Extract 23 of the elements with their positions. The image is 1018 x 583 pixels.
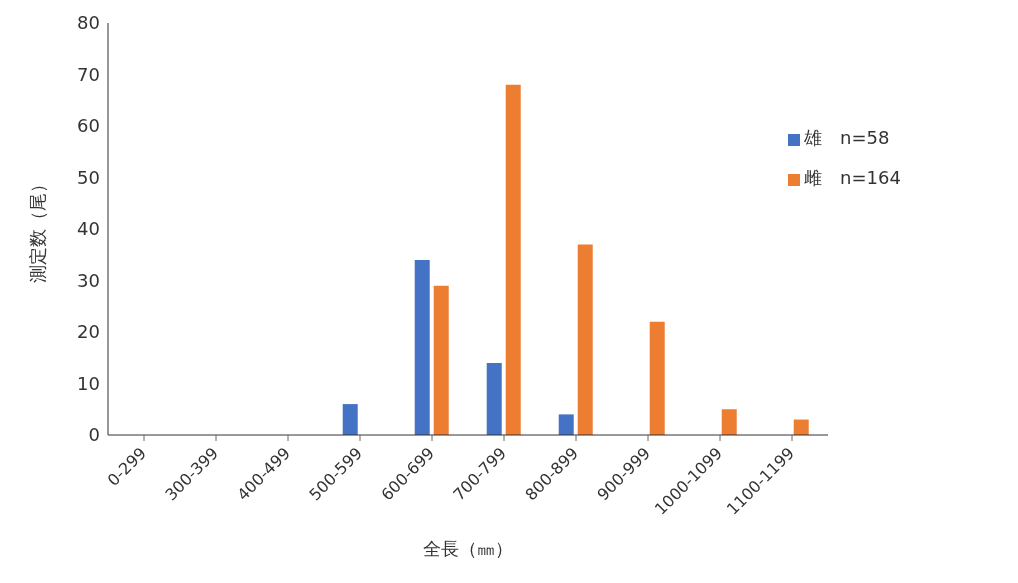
bar [649, 321, 665, 435]
bar [558, 414, 574, 435]
y-tick-label: 30 [77, 269, 100, 291]
bar [793, 419, 809, 435]
y-tick-label: 20 [77, 321, 100, 343]
bar [577, 244, 593, 435]
bar [721, 409, 737, 435]
y-tick-label: 0 [88, 424, 100, 446]
bar [414, 259, 430, 435]
y-tick-label: 80 [77, 12, 100, 34]
legend-label: 雄 n=58 [804, 127, 890, 148]
y-tick-label: 60 [77, 115, 100, 137]
y-tick-label: 50 [77, 166, 100, 188]
legend-label: 雌 n=164 [804, 167, 901, 188]
x-axis-title: 全長（㎜） [423, 538, 513, 559]
bar [433, 285, 449, 435]
y-axis-title: 測定数（尾） [27, 175, 49, 283]
bar [342, 404, 358, 435]
y-tick-label: 40 [77, 218, 100, 240]
y-tick-label: 70 [77, 63, 100, 85]
bar [505, 84, 521, 435]
y-tick-label: 10 [77, 372, 100, 394]
bar [486, 362, 502, 435]
